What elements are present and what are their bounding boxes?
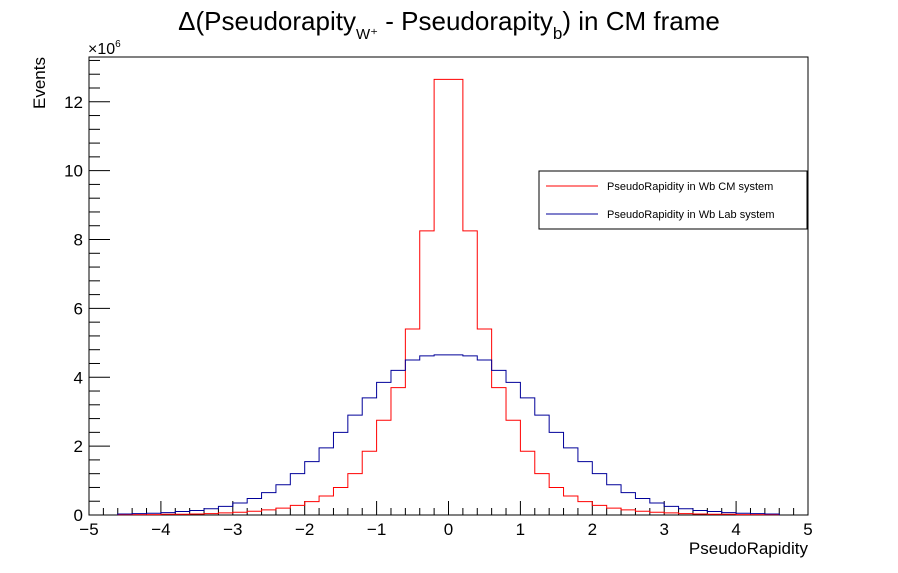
chart-title: Δ(PseudorapityW⁺ - Pseudorapityb) in CM … (178, 6, 720, 43)
legend-box (538, 170, 808, 230)
x-tick-label: −5 (79, 520, 98, 539)
series-lab-histogram (117, 354, 780, 515)
x-tick-label: 5 (803, 520, 812, 539)
y-tick-label: 2 (74, 437, 83, 456)
x-tick-label: −2 (295, 520, 314, 539)
x-tick-label: 0 (444, 520, 453, 539)
plot-frame (88, 56, 809, 516)
legend-label-cm: PseudoRapidity in Wb CM system (607, 181, 773, 193)
legend-label-lab: PseudoRapidity in Wb Lab system (607, 209, 775, 221)
y-axis-label: Events (30, 57, 49, 109)
x-axis-label: PseudoRapidity (689, 539, 809, 558)
x-tick-label: 3 (659, 520, 668, 539)
axis-ticks (88, 59, 809, 516)
y-tick-label: 6 (74, 299, 83, 318)
series-cm-histogram (117, 78, 780, 516)
x-tick-label: −1 (367, 520, 386, 539)
y-tick-label: 4 (74, 368, 83, 387)
y-tick-label: 0 (74, 506, 83, 525)
x-tick-label: 4 (731, 520, 740, 539)
y-tick-label: 10 (64, 162, 83, 181)
x-tick-label: −4 (151, 520, 170, 539)
legend: PseudoRapidity in Wb CM system PseudoRap… (538, 170, 808, 230)
x-tick-label: 2 (588, 520, 597, 539)
series-layer (117, 78, 780, 516)
x-tick-label: −3 (223, 520, 242, 539)
x-tick-label: 1 (516, 520, 525, 539)
y-tick-label: 8 (74, 231, 83, 250)
y-axis-multiplier: ×106 (88, 39, 121, 58)
y-tick-label: 12 (64, 93, 83, 112)
